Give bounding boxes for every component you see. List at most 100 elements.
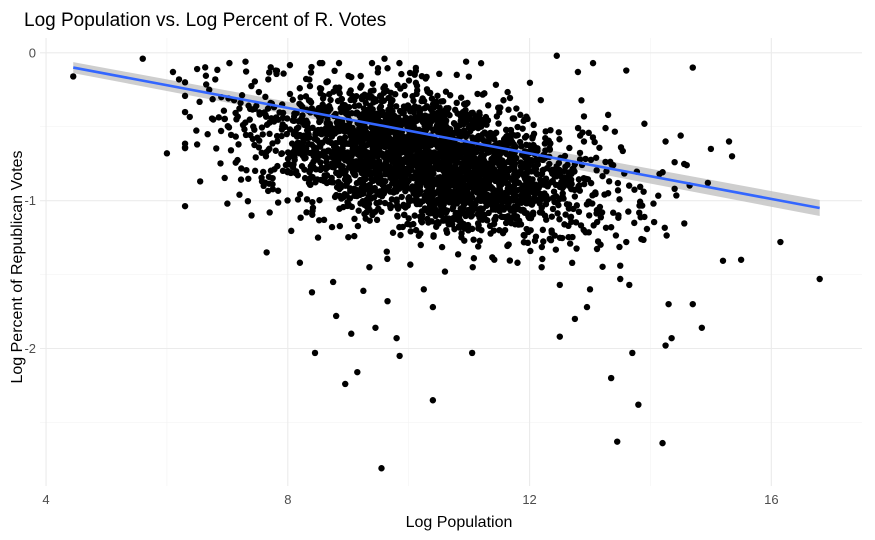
data-point xyxy=(485,209,492,217)
data-point xyxy=(354,222,362,230)
data-point xyxy=(393,196,400,203)
data-point xyxy=(357,84,364,91)
data-point xyxy=(461,100,468,108)
data-point xyxy=(372,324,379,331)
data-point xyxy=(341,102,349,109)
data-point xyxy=(412,226,420,234)
data-point xyxy=(396,352,403,360)
data-point xyxy=(474,90,481,98)
data-point xyxy=(719,257,727,264)
data-point xyxy=(494,140,501,147)
data-point xyxy=(388,149,396,157)
data-point xyxy=(514,259,521,266)
data-point xyxy=(661,224,668,231)
data-point xyxy=(485,102,492,109)
tick-labels: 4 8 12 16 0 -1 -2 xyxy=(24,45,778,507)
data-point xyxy=(377,93,385,100)
data-point xyxy=(273,132,281,140)
data-point xyxy=(279,109,287,117)
data-point xyxy=(384,297,391,305)
data-point xyxy=(368,187,375,195)
data-point xyxy=(505,106,512,113)
data-point xyxy=(359,168,367,176)
x-tick-label: 8 xyxy=(284,492,291,507)
data-point xyxy=(193,65,201,73)
data-point xyxy=(689,64,696,71)
data-point xyxy=(420,286,428,293)
data-point xyxy=(379,137,387,144)
data-point xyxy=(560,179,567,186)
data-point xyxy=(260,168,267,176)
data-point xyxy=(419,95,426,102)
data-point xyxy=(500,97,507,104)
data-point xyxy=(344,198,351,206)
data-point xyxy=(417,241,424,249)
data-point xyxy=(70,73,77,80)
data-point xyxy=(641,120,648,127)
data-point xyxy=(487,230,494,237)
data-point xyxy=(500,160,507,167)
data-point xyxy=(421,119,429,127)
data-point xyxy=(181,92,189,100)
data-point xyxy=(316,130,323,137)
data-point xyxy=(334,125,341,132)
data-point xyxy=(248,212,255,219)
data-point xyxy=(234,113,241,120)
data-point xyxy=(373,137,380,144)
data-point xyxy=(447,154,454,161)
data-point xyxy=(523,225,530,233)
data-point xyxy=(458,230,465,237)
data-point xyxy=(631,186,638,193)
data-point xyxy=(341,134,349,141)
data-point xyxy=(568,259,576,267)
data-point xyxy=(193,127,200,134)
data-point xyxy=(556,136,563,143)
data-point xyxy=(479,171,486,178)
data-point xyxy=(377,132,384,139)
data-point xyxy=(342,172,350,180)
data-point xyxy=(315,104,323,112)
data-point xyxy=(394,81,401,89)
data-point xyxy=(510,166,518,173)
data-point xyxy=(317,176,325,184)
data-point xyxy=(665,300,672,308)
data-point xyxy=(599,263,606,270)
data-point xyxy=(394,158,402,165)
data-point xyxy=(256,111,263,118)
data-point xyxy=(316,196,323,204)
data-point xyxy=(476,109,483,116)
data-point xyxy=(269,174,276,182)
data-point xyxy=(436,70,443,78)
data-point xyxy=(434,92,441,99)
data-point xyxy=(607,224,615,231)
data-point xyxy=(331,67,338,75)
data-point xyxy=(220,107,228,114)
data-point xyxy=(269,140,276,147)
data-point xyxy=(640,236,647,244)
data-point xyxy=(582,229,589,236)
data-point xyxy=(289,96,296,103)
data-point xyxy=(529,133,537,140)
data-point xyxy=(436,104,443,111)
data-point xyxy=(571,193,579,200)
data-point xyxy=(317,166,324,174)
data-point xyxy=(328,174,335,182)
data-point xyxy=(592,189,599,196)
data-point xyxy=(516,206,523,213)
data-point xyxy=(360,287,367,295)
data-point xyxy=(463,118,470,126)
data-point xyxy=(317,143,324,150)
data-point xyxy=(402,114,409,121)
data-point xyxy=(617,275,624,283)
data-point xyxy=(495,160,502,167)
data-point xyxy=(430,158,438,165)
y-axis-title: Log Percent of Republican Votes xyxy=(9,150,26,383)
data-point xyxy=(602,224,610,231)
data-point xyxy=(431,103,438,111)
data-point xyxy=(441,268,449,275)
data-point xyxy=(409,93,416,100)
data-point xyxy=(410,220,417,228)
data-point xyxy=(264,187,272,195)
data-point xyxy=(273,70,280,78)
data-point xyxy=(388,196,396,203)
